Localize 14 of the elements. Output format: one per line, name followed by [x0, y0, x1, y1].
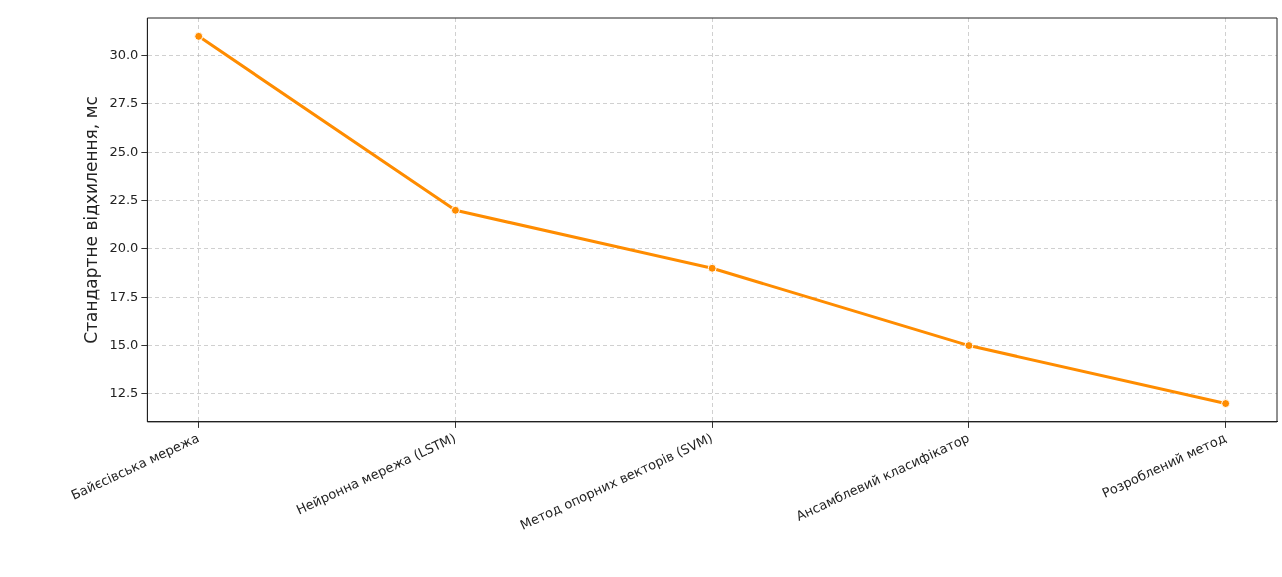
y-tick-label: 22.5	[109, 192, 139, 207]
point	[450, 205, 460, 215]
y-tick-label: 30.0	[109, 47, 139, 63]
y-tick-label: 27.5	[109, 95, 139, 111]
y-axis-title: Стандартне відхилення, мс	[80, 96, 101, 344]
y-tick-label: 20.0	[109, 240, 139, 256]
point	[1221, 399, 1231, 409]
y-tick-label: 25.0	[109, 143, 139, 159]
point	[707, 263, 717, 273]
y-tick-label: 17.5	[109, 288, 139, 304]
point	[964, 341, 974, 351]
point	[194, 31, 204, 41]
y-tick-label: 15.0	[109, 336, 139, 352]
y-tick-label: 12.5	[109, 385, 139, 401]
